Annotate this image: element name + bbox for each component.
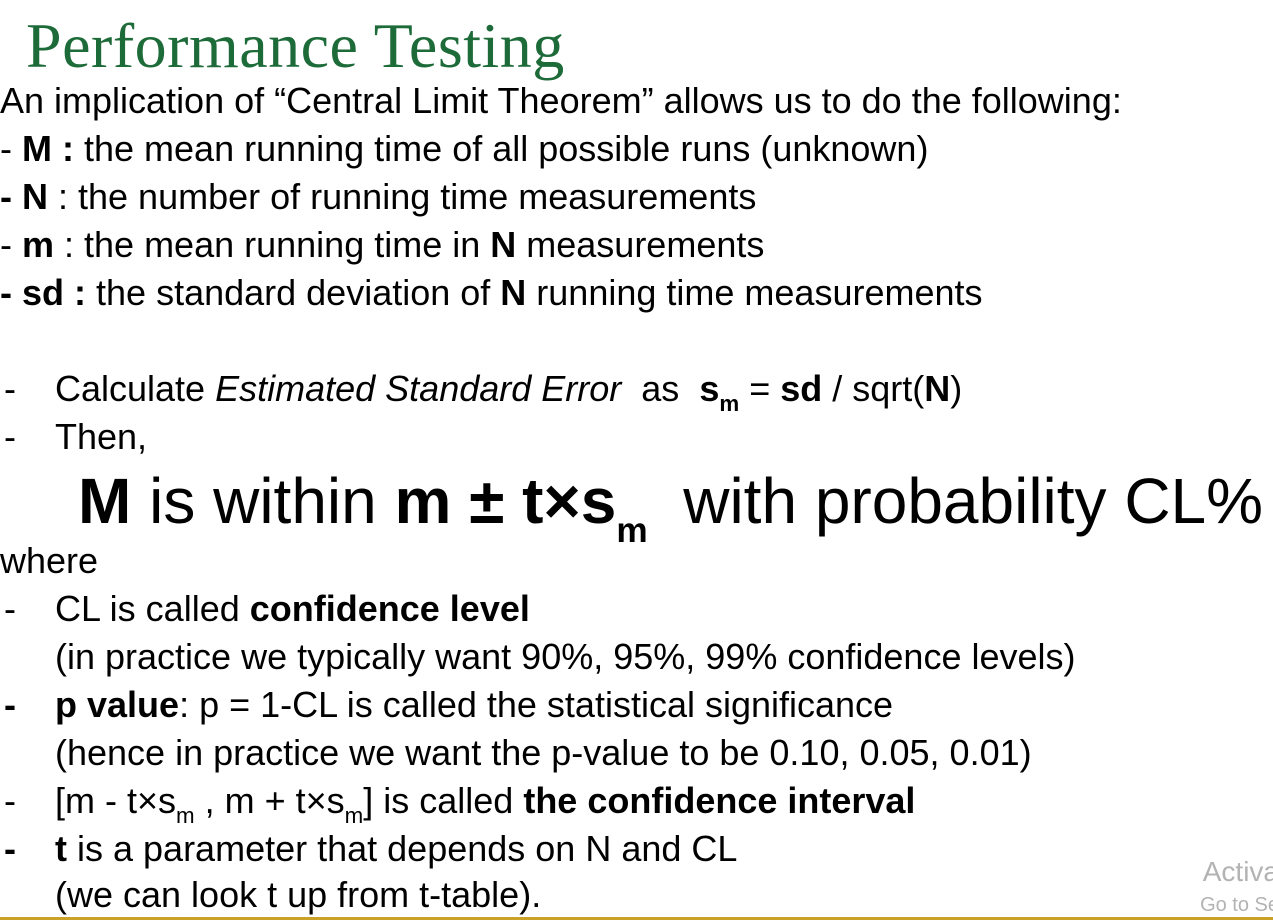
slide-title: Performance Testing bbox=[26, 10, 565, 81]
activation-watermark-sub: Go to Se bbox=[1200, 894, 1273, 916]
activation-watermark: Activa bbox=[1202, 856, 1273, 887]
where-label: where bbox=[0, 540, 99, 581]
bottom-rule bbox=[0, 917, 1273, 920]
definition-sd: - sd : the standard deviation of N runni… bbox=[0, 272, 983, 313]
definition-N: - N : the number of running time measure… bbox=[0, 176, 757, 217]
definition-M: - M : the mean running time of all possi… bbox=[0, 128, 929, 169]
definition-m: - m : the mean running time in N measure… bbox=[0, 224, 765, 265]
intro-text: An implication of “Central Limit Theorem… bbox=[0, 80, 1122, 121]
main-statement: M is within m ± t×sm with probability CL… bbox=[78, 465, 1264, 551]
